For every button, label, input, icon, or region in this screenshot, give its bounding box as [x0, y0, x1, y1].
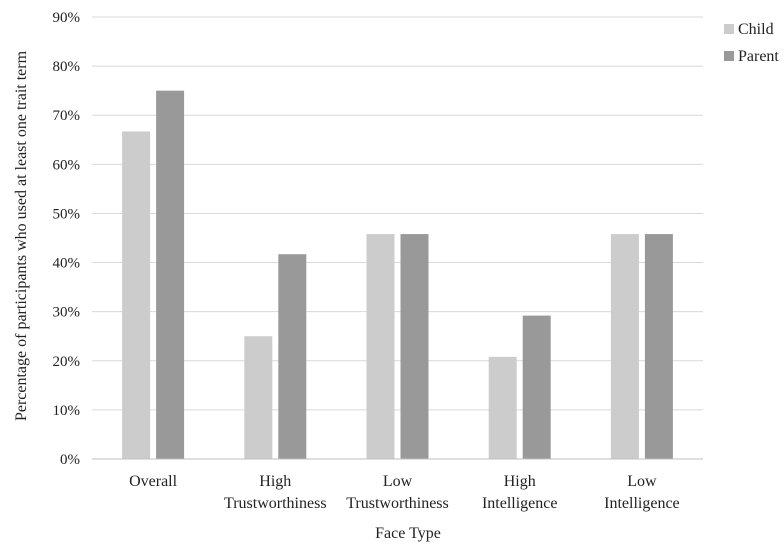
x-tick-label: Overall	[129, 473, 178, 490]
y-tick-label: 60%	[53, 157, 81, 173]
bar-parent	[644, 234, 673, 459]
y-tick-label: 10%	[53, 403, 81, 419]
x-tick-label: Intelligence	[482, 495, 558, 512]
legend-label-child: Child	[738, 21, 774, 38]
x-tick-label: Trustworthiness	[346, 495, 449, 512]
x-tick-label: Intelligence	[604, 495, 680, 512]
bar-child	[488, 356, 517, 459]
y-axis: 0% 10% 20% 30% 40% 50% 60% 70% 80% 90%	[53, 10, 81, 468]
x-tick-label: High	[504, 473, 536, 490]
bar-child	[122, 131, 151, 459]
y-tick-label: 90%	[53, 10, 81, 26]
x-tick-label: Low	[627, 473, 657, 490]
x-tick-label: Trustworthiness	[224, 495, 327, 512]
y-tick-label: 80%	[53, 59, 81, 75]
gridlines	[92, 16, 703, 411]
y-axis-title: Percentage of participants who used at l…	[13, 50, 30, 421]
bar-child	[366, 234, 395, 459]
bar-child	[610, 234, 639, 459]
y-tick-label: 30%	[53, 305, 81, 321]
legend: Child Parent	[724, 21, 779, 65]
x-tick-label: High	[259, 473, 291, 490]
x-axis-title: Face Type	[375, 525, 441, 542]
y-tick-label: 70%	[53, 108, 81, 124]
bar-parent	[400, 234, 429, 459]
bar-parent	[278, 254, 307, 459]
bars	[122, 90, 673, 460]
bar-child	[244, 336, 273, 459]
legend-swatch-parent	[724, 51, 734, 61]
x-tick-label: Low	[383, 473, 413, 490]
y-tick-label: 40%	[53, 256, 81, 272]
y-tick-label: 50%	[53, 206, 81, 222]
y-tick-label: 20%	[53, 354, 81, 370]
legend-swatch-child	[724, 24, 734, 34]
y-tick-label: 0%	[60, 452, 80, 468]
bar-parent	[522, 315, 551, 459]
bar-parent	[156, 90, 185, 460]
x-axis: Overall High Trustworthiness Low Trustworthi…	[92, 458, 703, 512]
legend-label-parent: Parent	[738, 48, 779, 65]
